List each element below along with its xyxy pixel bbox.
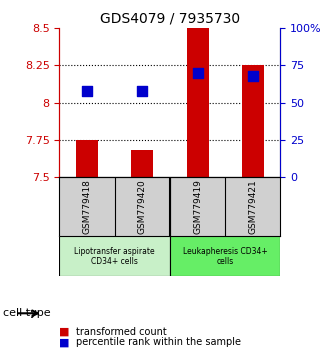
Text: GSM779420: GSM779420 bbox=[138, 179, 147, 234]
Text: GSM779418: GSM779418 bbox=[82, 179, 91, 234]
Text: Leukapheresis CD34+
cells: Leukapheresis CD34+ cells bbox=[183, 247, 268, 266]
Point bbox=[195, 70, 200, 76]
FancyBboxPatch shape bbox=[59, 236, 170, 276]
Text: Lipotransfer aspirate
CD34+ cells: Lipotransfer aspirate CD34+ cells bbox=[74, 247, 155, 266]
Text: percentile rank within the sample: percentile rank within the sample bbox=[76, 337, 241, 347]
Bar bbox=[131, 150, 153, 177]
Text: transformed count: transformed count bbox=[76, 326, 167, 337]
Title: GDS4079 / 7935730: GDS4079 / 7935730 bbox=[100, 12, 240, 26]
FancyBboxPatch shape bbox=[170, 236, 280, 276]
Point bbox=[250, 73, 255, 79]
Bar bbox=[242, 65, 264, 177]
Text: ■: ■ bbox=[59, 326, 70, 337]
Point bbox=[140, 88, 145, 93]
Text: GSM779419: GSM779419 bbox=[193, 179, 202, 234]
Bar bbox=[186, 28, 209, 177]
Text: GSM779421: GSM779421 bbox=[248, 179, 257, 234]
Bar bbox=[76, 140, 98, 177]
Text: ■: ■ bbox=[59, 337, 70, 347]
Point bbox=[84, 88, 90, 93]
Text: cell type: cell type bbox=[3, 308, 51, 318]
